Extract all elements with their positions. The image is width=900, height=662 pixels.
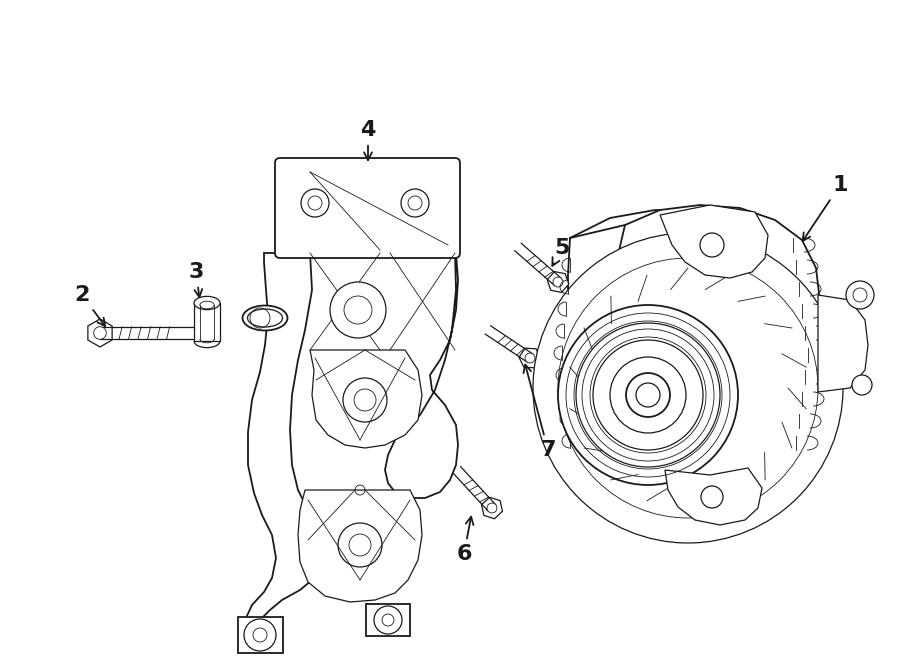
Polygon shape: [598, 205, 820, 476]
Circle shape: [301, 189, 329, 217]
Polygon shape: [246, 253, 320, 632]
Polygon shape: [665, 468, 762, 525]
Ellipse shape: [248, 309, 283, 327]
Polygon shape: [660, 205, 768, 278]
Text: 3: 3: [188, 262, 203, 297]
Circle shape: [374, 606, 402, 634]
Text: 4: 4: [360, 120, 375, 160]
Circle shape: [553, 277, 563, 287]
Circle shape: [593, 340, 703, 450]
Ellipse shape: [200, 301, 214, 308]
Polygon shape: [385, 253, 458, 498]
Polygon shape: [519, 348, 541, 368]
Polygon shape: [238, 617, 283, 653]
Polygon shape: [366, 604, 410, 636]
Polygon shape: [298, 490, 422, 602]
Circle shape: [533, 233, 843, 543]
Polygon shape: [482, 497, 502, 519]
Circle shape: [636, 383, 660, 407]
Circle shape: [343, 378, 387, 422]
Circle shape: [701, 486, 723, 508]
Circle shape: [700, 233, 724, 257]
Circle shape: [401, 189, 429, 217]
Circle shape: [626, 373, 670, 417]
Text: 2: 2: [75, 285, 105, 326]
Ellipse shape: [194, 297, 220, 310]
Circle shape: [610, 357, 686, 433]
Circle shape: [852, 375, 872, 395]
FancyBboxPatch shape: [275, 158, 460, 258]
Circle shape: [330, 282, 386, 338]
Polygon shape: [310, 350, 422, 448]
Circle shape: [525, 353, 535, 363]
Circle shape: [244, 619, 276, 651]
Text: 5: 5: [553, 238, 570, 265]
Polygon shape: [568, 210, 815, 495]
Circle shape: [94, 327, 106, 340]
Ellipse shape: [242, 305, 287, 330]
Text: 6: 6: [456, 517, 473, 564]
Circle shape: [487, 503, 497, 513]
Circle shape: [846, 281, 874, 309]
Text: 1: 1: [803, 175, 848, 241]
Text: 7: 7: [524, 365, 556, 460]
Polygon shape: [818, 295, 868, 392]
Circle shape: [338, 523, 382, 567]
Circle shape: [558, 305, 738, 485]
Polygon shape: [194, 303, 220, 341]
Polygon shape: [88, 319, 112, 347]
Polygon shape: [547, 271, 569, 293]
Circle shape: [576, 323, 720, 467]
